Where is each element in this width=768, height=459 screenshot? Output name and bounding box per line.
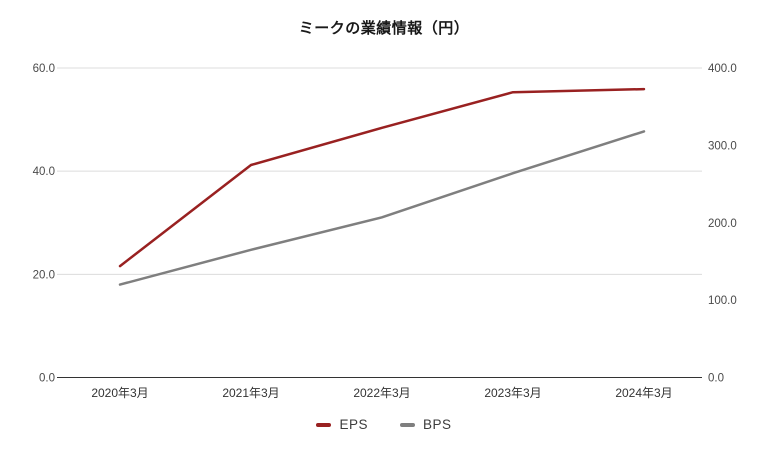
x-axis-tick-label: 2021年3月: [222, 386, 279, 400]
x-axis-tick-label: 2020年3月: [91, 386, 148, 400]
y-axis-left-tick-label: 40.0: [33, 166, 55, 178]
legend-swatch-eps: [316, 422, 332, 427]
legend-item-bps: BPS: [400, 417, 452, 432]
x-axis-tick-label: 2024年3月: [615, 386, 672, 400]
y-axis-left-tick-label: 0.0: [39, 373, 55, 385]
chart-title: ミークの業績情報（円）: [298, 20, 470, 37]
y-axis-right-tick-label: 400.0: [708, 63, 737, 75]
y-axis-left-tick-label: 60.0: [33, 63, 55, 75]
y-axis-right-tick-label: 200.0: [708, 218, 737, 230]
legend-item-eps: EPS: [316, 417, 368, 432]
y-axis-right-tick-label: 0.0: [708, 373, 724, 385]
legend-label-eps: EPS: [339, 417, 368, 432]
y-axis-right-tick-label: 100.0: [708, 295, 737, 307]
legend-label-bps: BPS: [423, 417, 452, 432]
y-axis-right-tick-label: 300.0: [708, 140, 737, 152]
y-axis-left-tick-label: 20.0: [33, 269, 55, 281]
series-line-bps: [118, 130, 646, 286]
x-axis-tick-label: 2022年3月: [353, 386, 410, 400]
legend-swatch-bps: [400, 422, 415, 427]
x-axis-tick-label: 2023年3月: [484, 386, 541, 400]
chart-legend: EPS BPS: [0, 417, 768, 432]
series-line-eps: [118, 87, 646, 268]
